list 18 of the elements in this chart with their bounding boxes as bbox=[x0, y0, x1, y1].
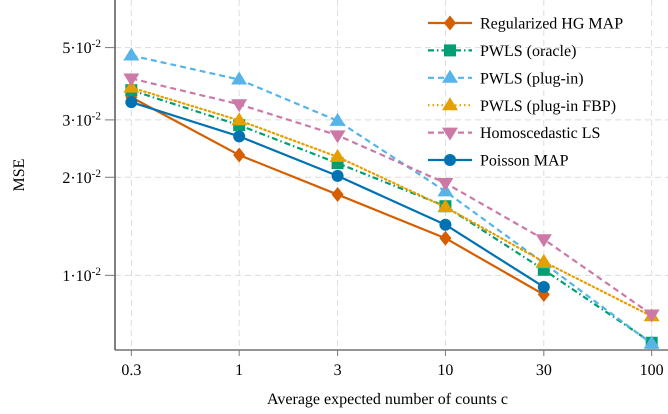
legend-label: PWLS (plug-in FBP) bbox=[480, 98, 616, 115]
x-tick-label: 0.3 bbox=[121, 362, 142, 379]
y-tick-label: 3·10$^{-2}$ bbox=[62, 110, 101, 130]
y-tick-label: 5·10$^{-2}$ bbox=[62, 38, 101, 58]
y-axis-title: MSE bbox=[11, 158, 28, 192]
x-tick-label: 3 bbox=[334, 362, 342, 379]
x-tick-label: 30 bbox=[536, 362, 552, 379]
x-tick-label: 1 bbox=[235, 362, 244, 379]
legend-label: Poisson MAP bbox=[480, 152, 569, 170]
y-tick-label: 1·10$^{-2}$ bbox=[62, 266, 101, 285]
x-axis-title: Average expected number of counts c bbox=[267, 391, 508, 408]
x-tick-label: 100 bbox=[640, 362, 664, 379]
legend-label: Homoscedastic LS bbox=[480, 125, 600, 142]
y-tick-label: 2·10$^{-2}$ bbox=[62, 168, 101, 187]
x-tick-label: 10 bbox=[437, 362, 454, 379]
legend-label: PWLS (oracle) bbox=[480, 43, 576, 60]
legend-label: PWLS (plug-in) bbox=[480, 70, 584, 88]
legend-label: Regularized HG MAP bbox=[480, 16, 624, 33]
